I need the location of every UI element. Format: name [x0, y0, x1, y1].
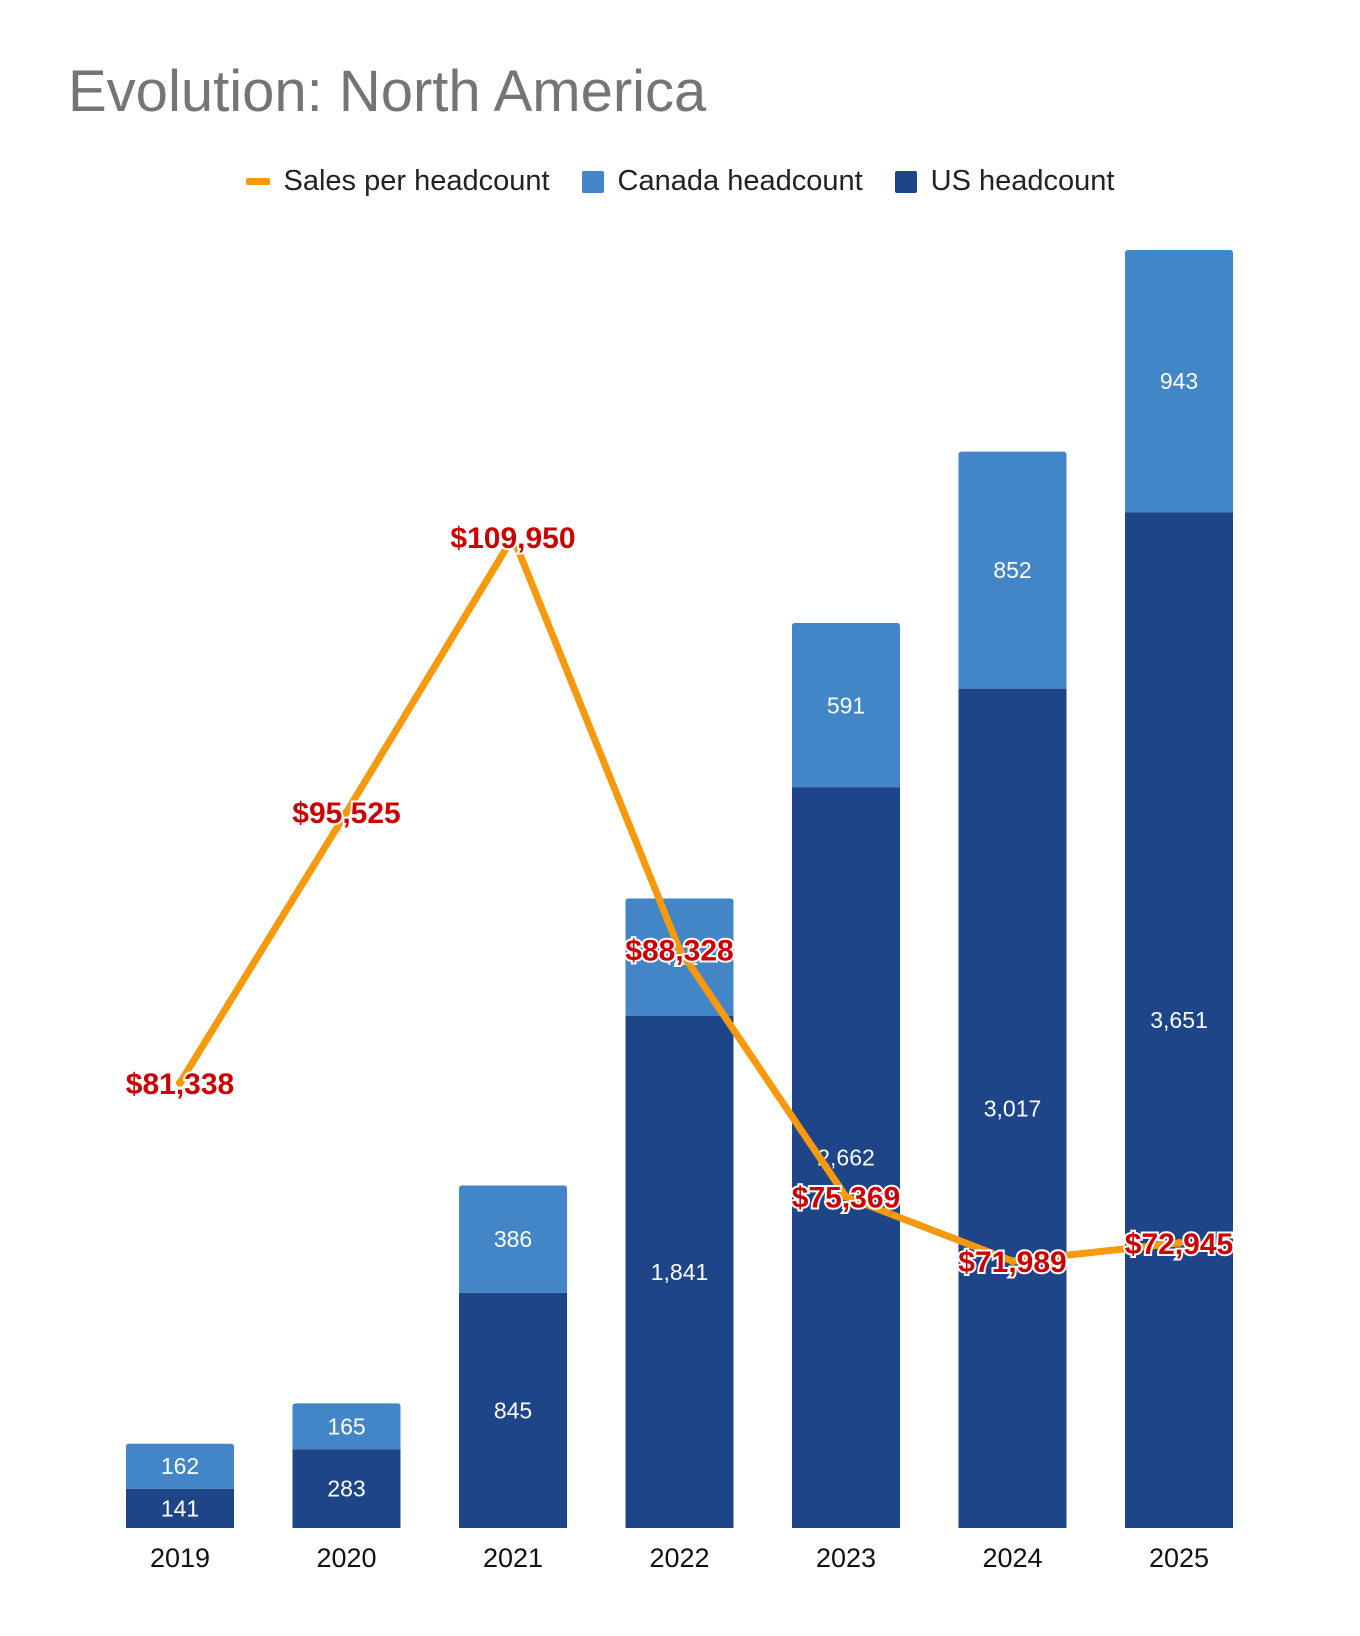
- bar-us-2024: [958, 688, 1067, 1528]
- chart-title: Evolution: North America: [68, 59, 707, 124]
- bar-label-us-2025: 3,651: [1150, 1007, 1208, 1033]
- legend-item-us: US headcount: [894, 165, 1115, 198]
- x-tick-2022: 2022: [649, 1543, 709, 1573]
- bar-label-canada-2023: 591: [827, 692, 865, 718]
- bar-us-2021: [459, 1292, 567, 1528]
- legend-swatch-canada: [581, 170, 604, 193]
- bar-label-us-2020: 283: [327, 1476, 365, 1502]
- legend-swatch-sales: [245, 178, 270, 185]
- bar-canada-2024: [958, 451, 1067, 689]
- sales-label-2023: $75,369: [792, 1182, 900, 1215]
- legend-label-us: US headcount: [930, 165, 1115, 197]
- bar-us-2019: [126, 1488, 234, 1528]
- sales-point-2025: [1175, 1238, 1183, 1247]
- bar-label-canada-2019: 162: [161, 1453, 199, 1479]
- sales-label-2022: $88,328: [625, 935, 733, 968]
- sales-point-2021: [509, 533, 517, 542]
- sales-point-2024: [1008, 1257, 1017, 1266]
- x-tick-2024: 2024: [982, 1543, 1042, 1573]
- bar-us-2020: [292, 1449, 401, 1528]
- bar-label-canada-2024: 852: [993, 557, 1031, 583]
- bar-canada-2020: [292, 1403, 401, 1450]
- bar-canada-2025: [1125, 250, 1233, 513]
- x-tick-2025: 2025: [1149, 1543, 1209, 1573]
- sales-label-2021: $109,950: [450, 522, 575, 555]
- x-tick-2020: 2020: [316, 1543, 376, 1573]
- sales-label-2024: $71,989: [958, 1246, 1066, 1279]
- sales-point-2020: [342, 808, 351, 817]
- bar-label-us-2022: 1,841: [651, 1259, 709, 1285]
- legend-label-canada: Canada headcount: [617, 165, 863, 197]
- sales-point-2023: [842, 1192, 850, 1201]
- legend-label-sales: Sales per headcount: [283, 165, 550, 197]
- bar-us-2022: [625, 1015, 734, 1528]
- bar-canada-2023: [792, 623, 900, 788]
- bar-canada-2019: [126, 1443, 234, 1489]
- legend-swatch-us: [894, 170, 917, 193]
- bar-label-canada-2020: 165: [327, 1413, 365, 1439]
- bar-us-2025: [1125, 512, 1233, 1528]
- sales-label-2025: $72,945: [1125, 1228, 1233, 1261]
- legend-item-sales: Sales per headcount: [245, 165, 550, 198]
- sales-label-2019: $81,338: [126, 1068, 234, 1101]
- x-tick-2019: 2019: [150, 1543, 210, 1573]
- bar-label-us-2024: 3,017: [984, 1095, 1042, 1121]
- bar-label-us-2019: 141: [161, 1495, 199, 1521]
- bar-label-canada-2021: 386: [494, 1226, 532, 1252]
- bar-label-canada-2025: 943: [1160, 368, 1198, 394]
- x-tick-2021: 2021: [483, 1543, 543, 1573]
- bar-us-2023: [792, 787, 900, 1528]
- legend: Sales per headcount Canada headcount US …: [0, 165, 1360, 198]
- legend-item-canada: Canada headcount: [581, 165, 863, 198]
- bar-canada-2021: [459, 1185, 567, 1293]
- sales-label-2020: $95,525: [292, 797, 400, 830]
- bar-label-us-2021: 845: [494, 1397, 532, 1423]
- sales-point-2022: [675, 945, 684, 954]
- sales-point-2019: [176, 1078, 184, 1087]
- x-tick-2023: 2023: [816, 1543, 876, 1573]
